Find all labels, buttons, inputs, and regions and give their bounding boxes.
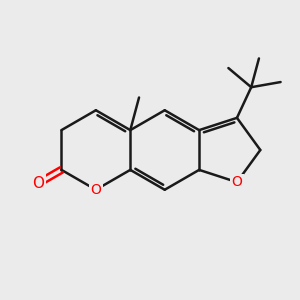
Text: O: O (232, 175, 242, 189)
Text: O: O (32, 176, 44, 190)
Text: O: O (90, 183, 101, 197)
